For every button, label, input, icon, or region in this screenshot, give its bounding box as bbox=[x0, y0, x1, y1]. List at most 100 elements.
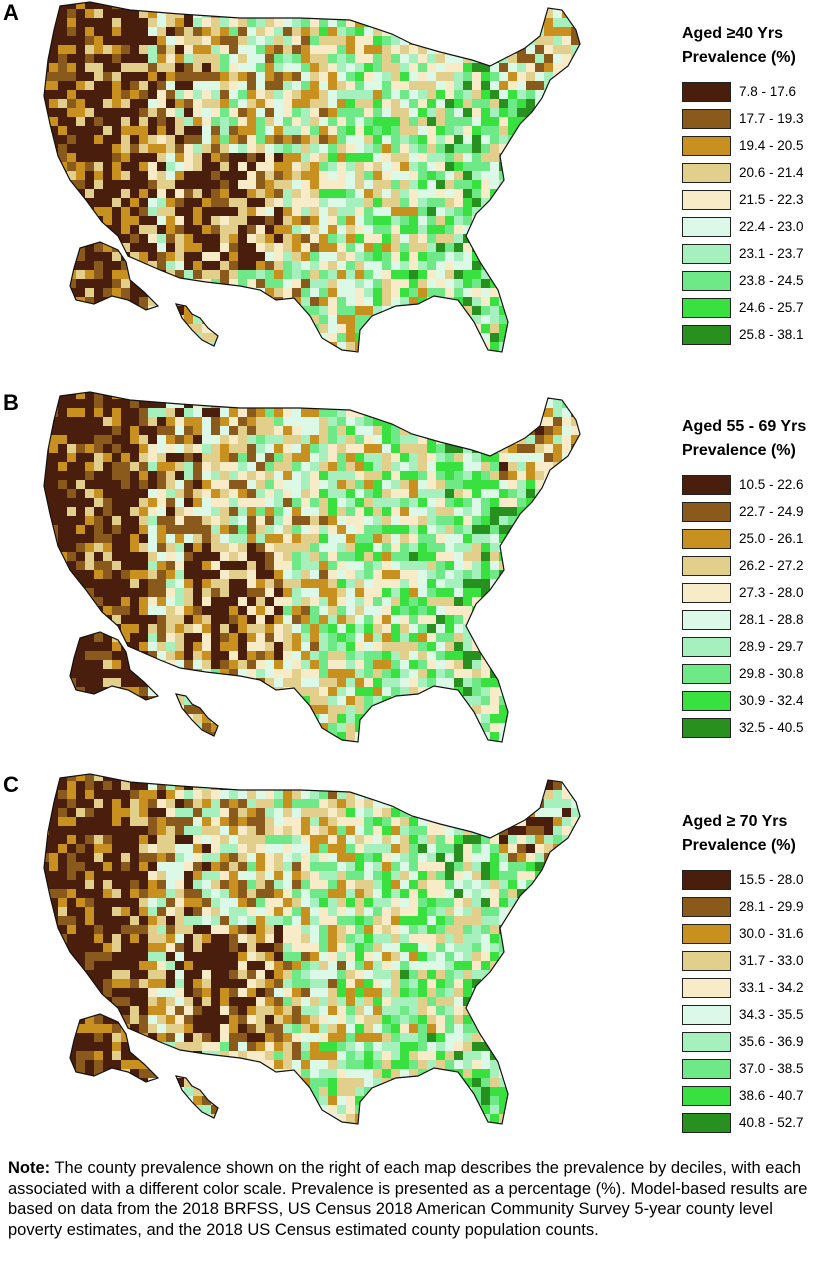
legend-swatch bbox=[682, 1058, 731, 1079]
legend-range-label: 22.7 - 24.9 bbox=[739, 504, 804, 519]
legend-row: 40.8 - 52.7 bbox=[682, 1109, 832, 1136]
legend-row: 22.7 - 24.9 bbox=[682, 498, 832, 525]
legend-swatch bbox=[682, 977, 731, 998]
legend-range-label: 23.1 - 23.7 bbox=[739, 246, 804, 261]
legend-swatch bbox=[682, 270, 731, 291]
legend-row: 31.7 - 33.0 bbox=[682, 947, 832, 974]
legend-range-label: 31.7 - 33.0 bbox=[739, 953, 804, 968]
legend-swatch bbox=[682, 1004, 731, 1025]
us-county-map bbox=[43, 391, 581, 743]
legend-row: 37.0 - 38.5 bbox=[682, 1055, 832, 1082]
state-outline bbox=[174, 1075, 219, 1119]
legend-row: 29.8 - 30.8 bbox=[682, 660, 832, 687]
legend-items: 15.5 - 28.0 28.1 - 29.9 30.0 - 31.6 31.7 - … bbox=[682, 866, 832, 1136]
legend-swatch bbox=[682, 717, 731, 738]
legend-swatch bbox=[682, 609, 731, 630]
legend-range-label: 17.7 - 19.3 bbox=[739, 111, 804, 126]
state-outline bbox=[43, 773, 581, 1125]
legend-row: 30.9 - 32.4 bbox=[682, 687, 832, 714]
legend-range-label: 30.9 - 32.4 bbox=[739, 693, 804, 708]
legend-swatch bbox=[682, 162, 731, 183]
legend-range-label: 24.6 - 25.7 bbox=[739, 300, 804, 315]
legend-title: Aged 55 - 69 Yrs Prevalence (%) bbox=[682, 415, 832, 463]
legend-range-label: 38.6 - 40.7 bbox=[739, 1088, 804, 1103]
legend-row: 33.1 - 34.2 bbox=[682, 974, 832, 1001]
panel-letter: B bbox=[3, 390, 19, 415]
legend-swatch bbox=[682, 324, 731, 345]
us-county-map bbox=[43, 1, 581, 353]
legend-title: Aged ≥ 70 Yrs Prevalence (%) bbox=[682, 810, 832, 858]
legend-range-label: 19.4 - 20.5 bbox=[739, 138, 804, 153]
legend-range-label: 33.1 - 34.2 bbox=[739, 980, 804, 995]
panel-b: B Aged 55 - 69 Yrs Prevalence (%) 10.5 -… bbox=[0, 390, 835, 770]
legend-title-age: Aged 55 - 69 Yrs bbox=[682, 418, 807, 435]
legend-row: 35.6 - 36.9 bbox=[682, 1028, 832, 1055]
legend-row: 28.9 - 29.7 bbox=[682, 633, 832, 660]
legend-row: 19.4 - 20.5 bbox=[682, 132, 832, 159]
legend-row: 34.3 - 35.5 bbox=[682, 1001, 832, 1028]
legend-row: 25.0 - 26.1 bbox=[682, 525, 832, 552]
legend-row: 38.6 - 40.7 bbox=[682, 1082, 832, 1109]
legend-range-label: 30.0 - 31.6 bbox=[739, 926, 804, 941]
legend-swatch bbox=[682, 501, 731, 522]
legend-swatch bbox=[682, 1085, 731, 1106]
legend-title-prevalence: Prevalence (%) bbox=[682, 837, 796, 854]
legend-range-label: 23.8 - 24.5 bbox=[739, 273, 804, 288]
note-text: The county prevalence shown on the right… bbox=[8, 1159, 808, 1239]
legend-row: 28.1 - 29.9 bbox=[682, 893, 832, 920]
legend-range-label: 15.5 - 28.0 bbox=[739, 872, 804, 887]
legend-row: 23.1 - 23.7 bbox=[682, 240, 832, 267]
state-outline bbox=[69, 1013, 160, 1083]
legend-range-label: 25.8 - 38.1 bbox=[739, 327, 804, 342]
legend-row: 22.4 - 23.0 bbox=[682, 213, 832, 240]
legend-row: 10.5 - 22.6 bbox=[682, 471, 832, 498]
panel-a: A Aged ≥40 Yrs Prevalence (%) 7.8 - 17.6… bbox=[0, 0, 835, 380]
legend-swatch bbox=[682, 663, 731, 684]
legend-items: 10.5 - 22.6 22.7 - 24.9 25.0 - 26.1 26.2 - … bbox=[682, 471, 832, 741]
legend-swatch bbox=[682, 474, 731, 495]
legend-range-label: 22.4 - 23.0 bbox=[739, 219, 804, 234]
legend: Aged ≥40 Yrs Prevalence (%) 7.8 - 17.6 17… bbox=[682, 22, 832, 348]
state-outline bbox=[69, 241, 160, 311]
state-outline bbox=[69, 631, 160, 701]
legend-row: 20.6 - 21.4 bbox=[682, 159, 832, 186]
legend-swatch bbox=[682, 297, 731, 318]
legend: Aged ≥ 70 Yrs Prevalence (%) 15.5 - 28.0… bbox=[682, 810, 832, 1136]
legend-swatch bbox=[682, 869, 731, 890]
legend-row: 7.8 - 17.6 bbox=[682, 78, 832, 105]
legend-range-label: 34.3 - 35.5 bbox=[739, 1007, 804, 1022]
legend-row: 27.3 - 28.0 bbox=[682, 579, 832, 606]
legend-title-age: Aged ≥ 70 Yrs bbox=[682, 813, 788, 830]
legend-swatch bbox=[682, 216, 731, 237]
legend-range-label: 10.5 - 22.6 bbox=[739, 477, 804, 492]
legend-range-label: 40.8 - 52.7 bbox=[739, 1115, 804, 1130]
legend-swatch bbox=[682, 1031, 731, 1052]
note-label: Note: bbox=[8, 1159, 51, 1177]
legend-swatch bbox=[682, 690, 731, 711]
legend: Aged 55 - 69 Yrs Prevalence (%) 10.5 - 2… bbox=[682, 415, 832, 741]
legend-range-label: 26.2 - 27.2 bbox=[739, 558, 804, 573]
legend-row: 32.5 - 40.5 bbox=[682, 714, 832, 741]
legend-row: 23.8 - 24.5 bbox=[682, 267, 832, 294]
panel-letter: A bbox=[3, 0, 19, 25]
us-county-map bbox=[43, 773, 581, 1125]
legend-swatch bbox=[682, 189, 731, 210]
legend-range-label: 20.6 - 21.4 bbox=[739, 165, 804, 180]
legend-range-label: 32.5 - 40.5 bbox=[739, 720, 804, 735]
legend-swatch bbox=[682, 1112, 731, 1133]
legend-range-label: 28.1 - 28.8 bbox=[739, 612, 804, 627]
state-outline bbox=[174, 693, 219, 737]
legend-range-label: 28.9 - 29.7 bbox=[739, 639, 804, 654]
legend-range-label: 37.0 - 38.5 bbox=[739, 1061, 804, 1076]
legend-swatch bbox=[682, 135, 731, 156]
legend-row: 30.0 - 31.6 bbox=[682, 920, 832, 947]
legend-range-label: 27.3 - 28.0 bbox=[739, 585, 804, 600]
legend-title-prevalence: Prevalence (%) bbox=[682, 442, 796, 459]
legend-swatch bbox=[682, 528, 731, 549]
legend-items: 7.8 - 17.6 17.7 - 19.3 19.4 - 20.5 20.6 - 2… bbox=[682, 78, 832, 348]
state-outline bbox=[174, 303, 219, 347]
legend-range-label: 25.0 - 26.1 bbox=[739, 531, 804, 546]
legend-row: 24.6 - 25.7 bbox=[682, 294, 832, 321]
legend-range-label: 7.8 - 17.6 bbox=[739, 84, 797, 99]
state-outline bbox=[43, 1, 581, 353]
